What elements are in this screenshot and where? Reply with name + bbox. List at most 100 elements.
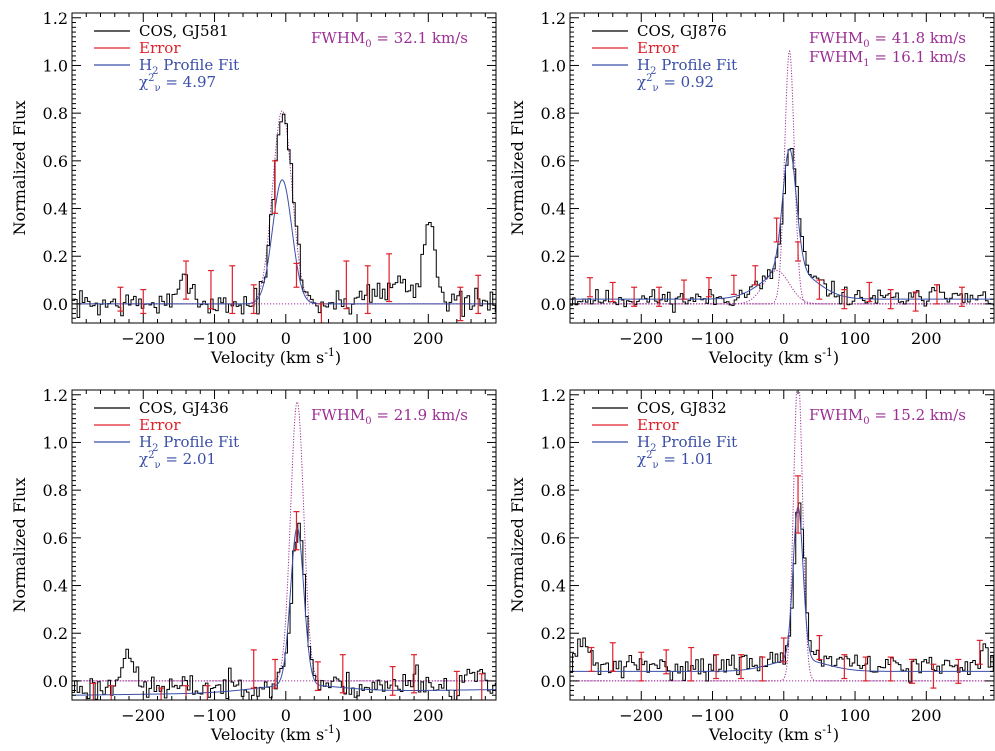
errorbar-9 — [795, 475, 802, 534]
x-axis-label-superscript: -1 — [324, 346, 335, 359]
fwhm-annotation-0: FWHM0 = 15.2 km/s — [809, 406, 966, 427]
errorbar-2 — [631, 286, 638, 307]
x-tick-label: 100 — [840, 329, 871, 348]
errorbar-12 — [862, 656, 869, 682]
y-tick-label: 0.0 — [43, 295, 68, 314]
errorbar-13 — [478, 673, 485, 700]
legend-chi-subscript: ν — [652, 460, 658, 471]
x-axis-label: Velocity (km s-1) — [708, 346, 839, 367]
errorbar-15 — [933, 284, 940, 305]
y-tick-label: 1.2 — [43, 386, 68, 405]
y-tick-label: 0.4 — [43, 577, 68, 596]
y-tick-label: 0.4 — [541, 200, 566, 219]
errorbar-6 — [272, 658, 279, 689]
errorbar-8 — [780, 637, 787, 663]
plot-frame — [569, 389, 995, 701]
y-tick-label: 0.6 — [43, 529, 68, 548]
y-tick-label: 0.0 — [541, 295, 566, 314]
fwhm-annotation-0: FWHM0 = 32.1 km/s — [311, 29, 468, 50]
fwhm-annotation-1: FWHM1 = 16.1 km/s — [809, 48, 966, 69]
legend-chi-symbol: χ — [637, 450, 646, 468]
errorbar-3 — [656, 286, 663, 307]
legend-fit-pre: H — [637, 433, 650, 451]
x-axis-label-superscript: -1 — [822, 346, 833, 359]
fwhm-subscript: 0 — [365, 39, 371, 50]
x-tick-label: 0 — [779, 706, 789, 725]
x-axis-label-main: Velocity (km s — [708, 725, 822, 744]
errorbar-3 — [663, 649, 670, 675]
plot-frame — [569, 12, 995, 324]
legend-error-label: Error — [139, 416, 181, 434]
errorbar-1 — [140, 289, 147, 315]
errorbar-12 — [457, 286, 464, 322]
x-axis-label-end: ) — [833, 725, 839, 744]
errorbar-16 — [958, 286, 965, 307]
x-axis-label-end: ) — [833, 348, 839, 367]
x-axis-label: Velocity (km s-1) — [708, 723, 839, 744]
plot-frame — [71, 12, 497, 324]
y-tick-label: 0.0 — [43, 672, 68, 691]
y-axis-label: Normalized Flux — [10, 101, 29, 236]
legend-chi-value: = 1.01 — [659, 450, 715, 468]
spectrum-line — [72, 522, 496, 700]
legend-chi-subscript: ν — [154, 83, 160, 94]
legend-chi-subscript: ν — [652, 83, 658, 94]
errorbar-13 — [887, 656, 894, 682]
x-tick-label: −100 — [691, 329, 735, 348]
x-tick-label: 0 — [281, 706, 291, 725]
errorbar-11 — [411, 654, 418, 694]
y-tick-label: 1.0 — [541, 433, 566, 452]
errorbar-0 — [117, 286, 124, 312]
legend-chi-superscript: 2 — [646, 73, 652, 84]
legend-chi-value: = 0.92 — [659, 73, 715, 91]
errorbar-0 — [586, 277, 593, 298]
legend-fit-pre: H — [139, 433, 152, 451]
y-tick-label: 0.2 — [43, 624, 68, 643]
x-axis-label-main: Velocity (km s — [210, 725, 324, 744]
fwhm-label: FWHM — [809, 29, 863, 47]
fit-line — [570, 148, 994, 300]
plot-area — [72, 401, 496, 700]
x-tick-label: −200 — [619, 329, 663, 348]
y-tick-label: 0.2 — [541, 624, 566, 643]
errorbar-16 — [955, 658, 962, 684]
spectrum-line — [570, 502, 994, 683]
errorbar-10 — [816, 279, 823, 300]
y-tick-label: 0.0 — [541, 672, 566, 691]
fwhm-value: = 16.1 km/s — [870, 48, 966, 66]
y-tick-label: 1.0 — [541, 56, 566, 75]
legend-data-label: COS, GJ876 — [637, 22, 727, 40]
errorbar-5 — [250, 284, 257, 315]
errorbar-11 — [386, 253, 393, 303]
y-tick-label: 0.8 — [43, 481, 68, 500]
errorbar-1 — [108, 685, 115, 700]
errorbar-6 — [738, 654, 745, 680]
fwhm-subscript: 0 — [863, 39, 869, 50]
errorbar-8 — [773, 217, 780, 243]
legend-fit-pre: H — [139, 56, 152, 74]
x-tick-label: 200 — [413, 706, 444, 725]
y-tick-label: 0.6 — [43, 152, 68, 171]
errorbar-6 — [272, 160, 279, 214]
legend-fit-post: Profile Fit — [656, 56, 737, 74]
errorbar-4 — [681, 279, 688, 300]
errorbar-7 — [752, 265, 759, 286]
plot-area — [570, 390, 994, 689]
legend-chi-superscript: 2 — [646, 450, 652, 461]
y-axis-label: Normalized Flux — [10, 478, 29, 613]
panel-1: −200 −100 0 100 200 0.0 0.2 0.4 0.6 0.8 1.0 1.2 Velo… — [10, 9, 497, 367]
fwhm-value: = 41.8 km/s — [870, 29, 966, 47]
errorbar-10 — [389, 666, 396, 696]
errorbar-1 — [609, 642, 616, 672]
y-axis-label: Normalized Flux — [508, 478, 527, 613]
legend-chi-subscript: ν — [154, 460, 160, 471]
errorbar-14 — [909, 658, 916, 684]
legend-fit-post: Profile Fit — [158, 56, 239, 74]
x-tick-label: 200 — [911, 706, 942, 725]
legend-fit-label: H2 Profile Fit — [637, 433, 737, 454]
fit-line — [570, 506, 994, 672]
errorbar-2 — [638, 651, 645, 682]
